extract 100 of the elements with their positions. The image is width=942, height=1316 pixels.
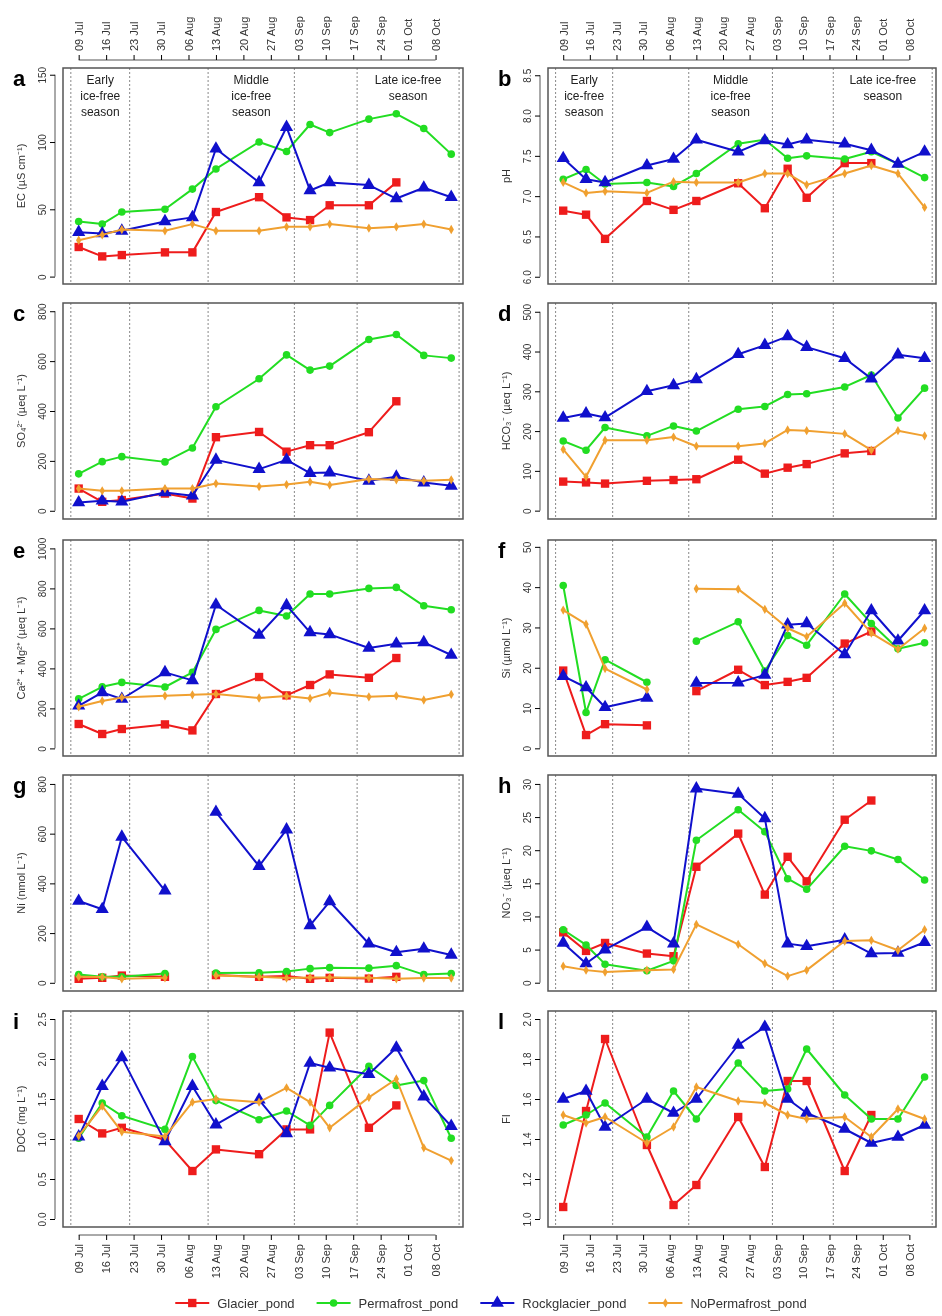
x2-tick-label: 09 Jul bbox=[557, 21, 570, 51]
y-tick-label: 0 bbox=[37, 508, 48, 515]
y-tick-label: 800 bbox=[37, 580, 48, 598]
y-tick-label: 6.0 bbox=[522, 269, 533, 285]
chart-title: h bbox=[498, 773, 512, 798]
x-tick-label: 24 Sep bbox=[850, 1244, 863, 1279]
legend-label: Rockglacier_pond bbox=[522, 1295, 627, 1311]
y-tick-label: 200 bbox=[37, 452, 48, 470]
y-tick-label: 40 bbox=[522, 581, 533, 594]
y-tick-label: 0.5 bbox=[37, 1172, 48, 1187]
x2-tick-label: 24 Sep bbox=[850, 16, 863, 51]
x2-tick-label: 27 Aug bbox=[265, 16, 278, 51]
y-tick-label: 0 bbox=[522, 745, 533, 752]
y-tick-label: 7.0 bbox=[522, 189, 533, 204]
x2-tick-label: 08 Oct bbox=[903, 18, 916, 51]
x-tick-label: 03 Sep bbox=[770, 1244, 783, 1279]
y-tick-label: 300 bbox=[522, 383, 533, 401]
x2-tick-label: 13 Aug bbox=[690, 16, 703, 51]
x-tick-label: 09 Jul bbox=[557, 1244, 570, 1274]
y-tick-label: 10 bbox=[522, 702, 533, 715]
x2-tick-label: 16 Jul bbox=[100, 21, 113, 51]
y-axis-title: Si (µmol L⁻¹) bbox=[500, 617, 512, 679]
y-tick-label: 30 bbox=[522, 778, 533, 791]
x2-tick-label: 13 Aug bbox=[210, 16, 223, 51]
x2-tick-label: 09 Jul bbox=[73, 21, 86, 51]
y-tick-label: 20 bbox=[522, 662, 533, 674]
y-tick-label: 400 bbox=[37, 875, 48, 893]
x-tick-label: 13 Aug bbox=[210, 1244, 223, 1279]
x2-tick-label: 24 Sep bbox=[375, 16, 387, 51]
y-tick-label: 1.2 bbox=[522, 1172, 533, 1187]
chart-title: c bbox=[13, 301, 26, 326]
y-tick-label: 0 bbox=[37, 980, 48, 987]
y-tick-label: 20 bbox=[522, 844, 533, 857]
x-tick-label: 20 Aug bbox=[237, 1244, 250, 1279]
x2-tick-label: 20 Aug bbox=[237, 16, 250, 51]
x-tick-label: 01 Oct bbox=[402, 1244, 415, 1277]
y-tick-label: 7.5 bbox=[522, 148, 533, 164]
y-tick-label: 1.4 bbox=[522, 1132, 533, 1147]
x-tick-label: 27 Aug bbox=[265, 1244, 278, 1279]
y-tick-label: 30 bbox=[522, 621, 533, 634]
y-tick-label: 800 bbox=[37, 302, 48, 321]
y-tick-label: 2.5 bbox=[37, 1012, 48, 1027]
x-tick-label: 20 Aug bbox=[717, 1244, 730, 1279]
y-tick-label: 0 bbox=[37, 745, 48, 752]
x2-tick-label: 30 Jul bbox=[637, 21, 650, 51]
x-tick-label: 23 Jul bbox=[610, 1244, 623, 1274]
y-tick-label: 1000 bbox=[37, 537, 48, 561]
y-axis-title: Ca²⁺ + Mg²⁺ (µeq L⁻¹) bbox=[15, 596, 27, 700]
x2-tick-label: 20 Aug bbox=[717, 16, 730, 51]
y-tick-label: 800 bbox=[37, 775, 48, 793]
x-tick-label: 13 Aug bbox=[690, 1244, 703, 1279]
y-tick-label: 1.0 bbox=[522, 1212, 533, 1227]
y-axis-title: EC (µS cm⁻¹) bbox=[15, 143, 27, 209]
chart-title: b bbox=[498, 66, 512, 91]
y-tick-label: 100 bbox=[37, 133, 48, 151]
y-tick-label: 1.0 bbox=[37, 1132, 48, 1147]
y-tick-label: 8.5 bbox=[522, 68, 533, 83]
chart-title: f bbox=[498, 538, 506, 563]
annotation: Middle ice-free season bbox=[231, 73, 272, 119]
y-tick-label: 400 bbox=[522, 343, 533, 361]
annotation: Late ice-free season bbox=[849, 73, 917, 103]
chart-title: g bbox=[13, 773, 27, 798]
x-tick-label: 08 Oct bbox=[429, 1244, 442, 1277]
chart-title: i bbox=[13, 1009, 20, 1034]
chart-title: e bbox=[13, 538, 26, 563]
y-tick-label: 200 bbox=[522, 422, 533, 440]
x-tick-label: 23 Jul bbox=[127, 1244, 140, 1274]
y-tick-label: 50 bbox=[37, 203, 48, 216]
y-tick-label: 400 bbox=[37, 660, 48, 678]
x2-tick-label: 10 Sep bbox=[797, 16, 810, 51]
x2-tick-label: 23 Jul bbox=[610, 21, 623, 51]
annotation: Early ice-free season bbox=[80, 73, 121, 119]
x2-tick-label: 17 Sep bbox=[823, 16, 836, 51]
x-tick-label: 01 Oct bbox=[877, 1244, 890, 1277]
y-tick-label: 25 bbox=[522, 811, 533, 824]
y-tick-label: 600 bbox=[37, 620, 48, 638]
y-tick-label: 500 bbox=[522, 303, 533, 321]
y-tick-label: 5 bbox=[522, 946, 533, 953]
y-tick-label: 15 bbox=[522, 877, 533, 890]
y-tick-label: 200 bbox=[37, 924, 48, 942]
x-tick-label: 30 Jul bbox=[637, 1244, 650, 1274]
y-tick-label: 10 bbox=[522, 910, 533, 923]
y-tick-label: 150 bbox=[37, 66, 48, 84]
x2-tick-label: 01 Oct bbox=[877, 18, 890, 51]
x-tick-label: 27 Aug bbox=[743, 1244, 756, 1279]
legend-label: Permafrost_pond bbox=[358, 1295, 459, 1311]
chart-title: d bbox=[498, 301, 512, 326]
x-tick-label: 24 Sep bbox=[375, 1244, 387, 1279]
chart-title: l bbox=[498, 1009, 505, 1034]
x2-tick-label: 08 Oct bbox=[429, 18, 442, 51]
legend-label: Glacier_pond bbox=[217, 1295, 295, 1311]
chart-title: a bbox=[13, 66, 26, 91]
y-tick-label: 1.6 bbox=[522, 1092, 533, 1107]
y-axis-title: FI bbox=[500, 1114, 512, 1124]
y-tick-label: 8.0 bbox=[522, 108, 533, 124]
y-tick-label: 200 bbox=[37, 700, 48, 718]
y-tick-label: 600 bbox=[37, 352, 48, 370]
annotation: Early ice-free season bbox=[564, 73, 605, 119]
y-tick-label: 600 bbox=[37, 825, 48, 843]
y-tick-label: 1.8 bbox=[522, 1052, 533, 1067]
